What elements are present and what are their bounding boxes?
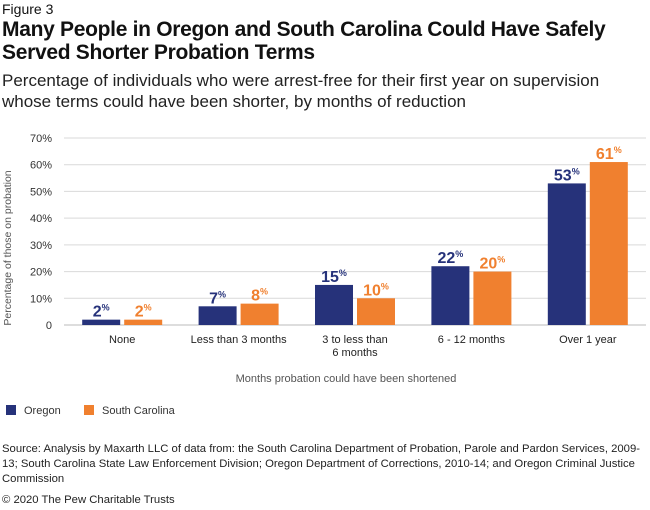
legend-swatch-south-carolina: [84, 405, 94, 415]
y-tick-label: 20%: [30, 267, 52, 279]
figure-label: Figure 3: [2, 1, 54, 17]
value-label: 15%: [321, 268, 347, 286]
y-tick-label: 50%: [30, 186, 52, 198]
bar-oregon: [431, 266, 470, 325]
chart-subtitle: Percentage of individuals who were arres…: [2, 71, 600, 111]
legend-swatch-oregon: [6, 405, 16, 415]
value-labels: 2% 2% 7% 8% 15% 10% 22% 20% 53% 61%: [93, 145, 622, 321]
grid-lines: [64, 137, 646, 326]
bar-chart: 0 10% 20% 30% 40% 50% 60% 70% 2% 2% 7% 8% 15% 10% 22%…: [2, 133, 646, 385]
bar-oregon: [82, 319, 121, 325]
y-axis-label: Percentage of those on probation: [2, 170, 14, 325]
bar-south-carolina: [473, 271, 512, 325]
x-axis-label: Months probation could have been shorten…: [236, 373, 457, 385]
legend-item-south-carolina: South Carolina: [84, 405, 175, 417]
y-tick-label: 60%: [30, 160, 52, 172]
bars: [82, 162, 628, 325]
category-label: 3 to less than 6 months: [322, 334, 387, 359]
bar-south-carolina: [589, 162, 628, 325]
legend-label-oregon: Oregon: [24, 405, 61, 417]
category-label: Over 1 year: [559, 334, 617, 346]
legend-label-south-carolina: South Carolina: [102, 405, 175, 417]
value-label: 20%: [479, 255, 505, 273]
bar-south-carolina: [124, 319, 163, 325]
legend-item-oregon: Oregon: [6, 405, 61, 417]
value-label: 2%: [135, 303, 152, 321]
value-label: 53%: [554, 166, 580, 184]
category-label: None: [109, 334, 135, 346]
bar-oregon: [315, 284, 353, 325]
y-tick-label: 30%: [30, 240, 52, 252]
value-label: 7%: [209, 289, 226, 307]
bar-south-carolina: [357, 298, 395, 325]
bar-oregon: [547, 183, 586, 325]
y-tick-label: 70%: [30, 133, 52, 145]
y-tick-label: 0: [46, 320, 52, 332]
category-label: 6 - 12 months: [438, 334, 506, 346]
chart-title: Many People in Oregon and South Carolina…: [2, 18, 606, 64]
value-label: 61%: [596, 145, 622, 163]
value-label: 22%: [437, 249, 463, 267]
y-tick-label: 40%: [30, 213, 52, 225]
category-labels: None Less than 3 months 3 to less than 6 mo…: [109, 334, 617, 359]
bar-south-carolina: [240, 303, 279, 325]
y-tick-label: 10%: [30, 293, 52, 305]
y-tick-labels: 0 10% 20% 30% 40% 50% 60% 70%: [30, 133, 52, 332]
category-label: Less than 3 months: [191, 334, 288, 346]
value-label: 8%: [251, 287, 268, 305]
value-label: 10%: [363, 281, 389, 299]
copyright-note: © 2020 The Pew Charitable Trusts: [2, 494, 175, 506]
source-note: Source: Analysis by Maxarth LLC of data …: [2, 443, 640, 485]
value-label: 2%: [93, 303, 110, 321]
bar-oregon: [198, 306, 237, 325]
